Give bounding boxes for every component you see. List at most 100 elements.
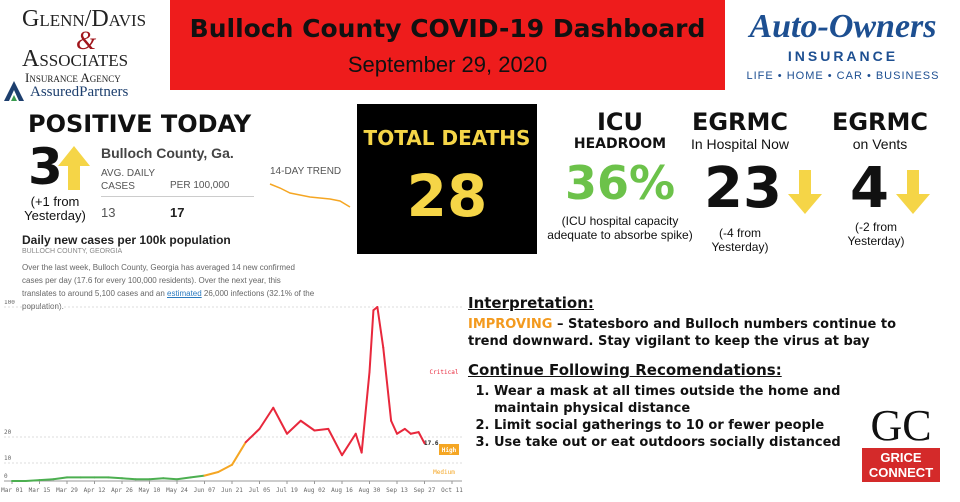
hospital-title: EGRMC — [691, 108, 789, 136]
tagline: LIFE • HOME • CAR • BUSINESS — [746, 70, 940, 82]
sparkline-path — [269, 183, 351, 208]
line-segment — [354, 432, 363, 454]
line-segment — [162, 477, 178, 481]
line-segment — [396, 427, 406, 435]
x-tick-label: Jul 05 — [249, 487, 271, 494]
arrow-shape — [788, 170, 822, 214]
brand-sub: INSURANCE — [787, 48, 899, 64]
widget-heading: Daily new cases per 100k population — [22, 233, 231, 247]
x-tick-label: Aug 30 — [359, 487, 381, 494]
line-segment — [368, 309, 375, 373]
hospital-note: (-4 from Yesterday) — [711, 226, 769, 254]
grice-logo: GC GRICE CONNECT — [862, 404, 940, 484]
line-segment — [286, 419, 302, 435]
line-segment — [299, 419, 316, 432]
line-segment — [203, 471, 220, 477]
line-segment — [121, 477, 137, 481]
link[interactable]: estimated — [167, 289, 202, 298]
y-tick-label: 0 — [4, 473, 8, 480]
x-tick-label: Jun 07 — [194, 487, 216, 494]
widget-subheading: BULLOCH COUNTY, GEORGIA — [22, 248, 123, 255]
arrow-shape — [58, 146, 90, 190]
logo-partner: AssuredPartners — [30, 84, 129, 100]
rec-item: Limit social gatherings to 10 or fewer p… — [494, 417, 874, 434]
x-tick-label: Mar 29 — [56, 487, 78, 494]
widget-text: Over the last week, Bulloch County, Geor… — [22, 261, 317, 313]
arrow-shape — [896, 170, 930, 214]
line-segment — [38, 478, 55, 482]
x-tick-label: May 24 — [166, 487, 188, 494]
icu: ICU HEADROOM 36% (ICU hospital capacity … — [540, 108, 700, 242]
down-arrow — [896, 170, 930, 214]
widget-trend: 14-DAY TREND — [270, 166, 342, 177]
line-segment — [24, 479, 41, 482]
line-segment — [360, 371, 371, 454]
line-segment — [327, 427, 343, 457]
positive-title: POSITIVE TODAY — [28, 110, 252, 138]
vents: EGRMC on Vents — [820, 108, 940, 152]
x-tick-label: Apr 26 — [111, 487, 133, 494]
left-logo: Glenn/Davis & Associates Insurance Agenc… — [0, 6, 165, 101]
x-tick-label: Mar 15 — [29, 487, 51, 494]
widget-val: 17 — [170, 205, 185, 220]
brand: Auto-Owners — [749, 8, 937, 45]
right-logo: Auto-Owners INSURANCE LIFE • HOME • CAR … — [728, 8, 958, 88]
grice-line: GRICE — [880, 450, 922, 465]
level-label: Medium — [433, 469, 455, 476]
deaths-box: TOTAL DEATHS 28 — [357, 104, 537, 254]
widget-rule — [101, 196, 254, 197]
x-tick-label: Sep 13 — [386, 487, 408, 494]
interp-heading: Interpretation: — [468, 294, 594, 312]
interp-text: IMPROVING – Statesboro and Bulloch numbe… — [468, 316, 938, 350]
chart: 0 10 20 100 Mar 01 Mar 15 Mar 29 Apr 12 Apr 26 Ma… — [1, 300, 463, 494]
last-value-label: 17.6 — [424, 440, 439, 447]
vents-note: (-2 from Yesterday) — [847, 220, 905, 248]
date: September 29, 2020 — [347, 52, 548, 77]
vents-value: 4 — [850, 156, 889, 221]
level-label: High — [442, 447, 457, 454]
grice-band: GRICE CONNECT — [862, 448, 940, 482]
line-segment — [313, 427, 330, 432]
logo-line: Glenn/Davis — [22, 6, 147, 32]
line-segment — [272, 406, 288, 435]
icu-note: (ICU hospital capacity adequate to absor… — [547, 214, 693, 242]
mark-shape — [4, 81, 24, 101]
line-segment — [107, 476, 123, 480]
x-tick-label: Apr 12 — [84, 487, 106, 494]
line-segment — [417, 431, 426, 445]
line-segment — [409, 431, 420, 435]
line-segment — [148, 477, 165, 481]
line-segment — [403, 427, 412, 435]
level-label: Critical — [430, 369, 459, 376]
vents-title: EGRMC — [831, 108, 929, 136]
hospital-subtitle: In Hospital Now — [690, 136, 790, 152]
text: Over the last week, Bulloch County, Geor… — [22, 263, 295, 298]
hospital-value: 23 — [704, 156, 782, 221]
positive-value: 3 — [28, 138, 63, 196]
line-segment — [341, 432, 357, 457]
x-tick-label: Jun 21 — [221, 487, 243, 494]
widget-place: Bulloch County, Ga. — [101, 145, 234, 161]
widget-col: PER 100,000 — [170, 180, 230, 191]
line-segment — [382, 346, 393, 422]
logo-line: Insurance Agency — [25, 70, 121, 85]
y-tick-label: 100 — [4, 300, 15, 306]
line-segment — [176, 476, 192, 481]
x-tick-label: Jul 19 — [276, 487, 298, 494]
mark-shape — [11, 95, 17, 101]
y-tick-label: 10 — [4, 455, 12, 462]
grice-line: CONNECT — [868, 465, 934, 480]
interp-status: IMPROVING — [468, 317, 553, 332]
line-segment — [231, 441, 247, 466]
line-segment — [217, 463, 233, 473]
line-segment — [244, 427, 261, 444]
logo-line: Associates — [22, 46, 129, 72]
deaths-value: 28 — [406, 162, 488, 230]
x-tick-label: May 10 — [139, 487, 161, 494]
grice-mark: GC — [870, 401, 932, 450]
vents-subtitle: on Vents — [852, 136, 908, 152]
text: 26,000 infections (32.1% of the populati… — [22, 289, 315, 311]
rec-list: Wear a mask at all times outside the hom… — [466, 383, 874, 451]
x-tick-label: Sep 27 — [414, 487, 436, 494]
x-tick-label: Aug 16 — [331, 487, 353, 494]
